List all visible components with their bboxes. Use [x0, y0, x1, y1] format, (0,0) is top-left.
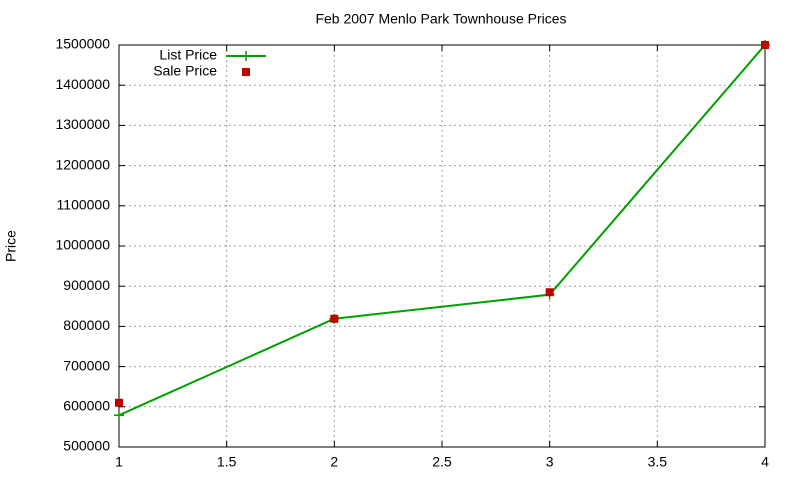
y-tick-label: 800000 [63, 317, 110, 333]
point-marker [330, 314, 339, 323]
legend-swatch [242, 68, 250, 76]
y-tick-label: 900000 [63, 277, 110, 293]
point-marker [115, 398, 123, 407]
x-tick-label: 3 [546, 454, 554, 470]
series-line [118, 44, 766, 417]
point-marker [545, 288, 554, 297]
legend-label: List Price [159, 47, 217, 63]
legend-swatch [241, 51, 251, 61]
chart-title: Feb 2007 Menlo Park Townhouse Prices [315, 11, 566, 27]
point-marker [114, 410, 124, 421]
y-tick-label: 600000 [63, 398, 110, 414]
x-tick-label: 1.5 [217, 454, 237, 470]
x-tick-label: 1 [115, 454, 123, 470]
y-tick-label: 1100000 [57, 197, 111, 213]
x-tick-label: 3.5 [648, 454, 668, 470]
legend-label: Sale Price [153, 63, 217, 79]
point-marker [761, 41, 769, 49]
x-tick-label: 4 [761, 454, 769, 470]
y-tick-label: 500000 [63, 438, 110, 454]
y-tick-label: 1200000 [55, 156, 110, 172]
y-tick-label: 1300000 [55, 116, 110, 132]
y-tick-label: 700000 [63, 357, 110, 373]
y-axis-label: Price [3, 230, 19, 262]
x-tick-label: 2 [330, 454, 338, 470]
y-tick-label: 1500000 [55, 36, 110, 52]
y-tick-label: 1400000 [55, 76, 110, 92]
x-tick-label: 2.5 [432, 454, 452, 470]
y-tick-label: 1000000 [55, 237, 110, 253]
plot-frame [118, 44, 766, 448]
